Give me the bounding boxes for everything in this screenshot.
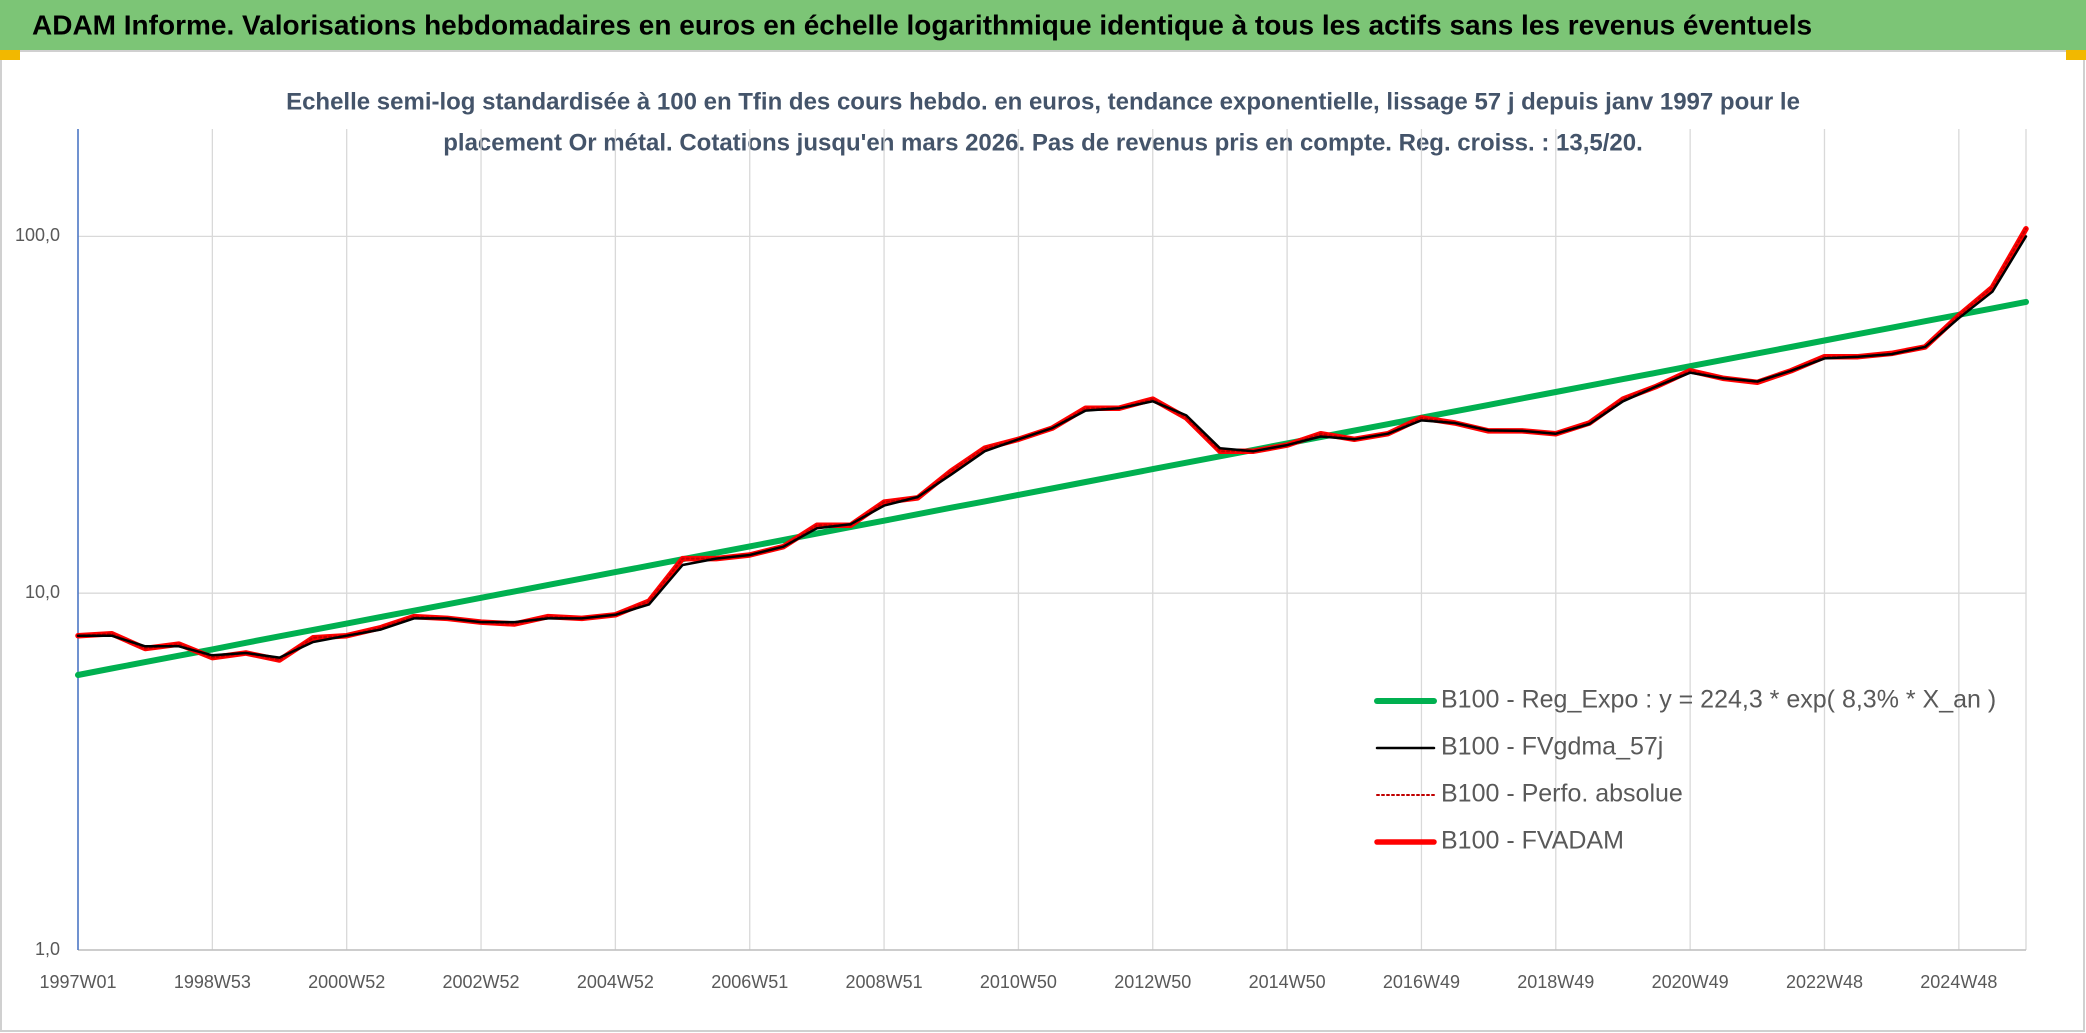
x-tick-label: 2004W52 (577, 972, 654, 992)
x-tick-label: 2022W48 (1786, 972, 1863, 992)
x-tick-label: 2024W48 (1920, 972, 1997, 992)
corner-mark (0, 50, 20, 60)
x-tick-label: 1998W53 (174, 972, 251, 992)
chart-border (0, 50, 2085, 1032)
x-tick-label: 2014W50 (1249, 972, 1326, 992)
corner-mark (2066, 50, 2086, 60)
x-tick-label: 2010W50 (980, 972, 1057, 992)
y-tick-label: 1,0 (35, 939, 60, 959)
legend-label: B100 - FVADAM (1441, 827, 1624, 855)
legend-label: B100 - Perfo. absolue (1441, 780, 1683, 808)
x-tick-label: 2008W51 (846, 972, 923, 992)
chart-subtitle: placement Or métal. Cotations jusqu'en m… (443, 129, 1643, 156)
x-tick-label: 2020W49 (1652, 972, 1729, 992)
legend-label: B100 - Reg_Expo : y = 224,3 * exp( 8,3% … (1441, 686, 1996, 714)
y-tick-label: 10,0 (25, 582, 60, 602)
series-line (75, 298, 2029, 678)
x-tick-label: 2000W52 (308, 972, 385, 992)
x-tick-label: 2002W52 (443, 972, 520, 992)
x-tick-label: 2012W50 (1114, 972, 1191, 992)
x-tick-label: 2006W51 (711, 972, 788, 992)
series-line (76, 235, 2028, 659)
legend-label: B100 - FVgdma_57j (1441, 733, 1663, 761)
x-tick-label: 2018W49 (1517, 972, 1594, 992)
chart-title: ADAM Informe. Valorisations hebdomadaire… (32, 9, 1812, 40)
y-tick-label: 100,0 (15, 225, 60, 245)
x-tick-label: 1997W01 (39, 972, 116, 992)
title-bar (0, 0, 2086, 50)
chart-subtitle: Echelle semi-log standardisée à 100 en T… (286, 88, 1800, 115)
x-tick-label: 2016W49 (1383, 972, 1460, 992)
